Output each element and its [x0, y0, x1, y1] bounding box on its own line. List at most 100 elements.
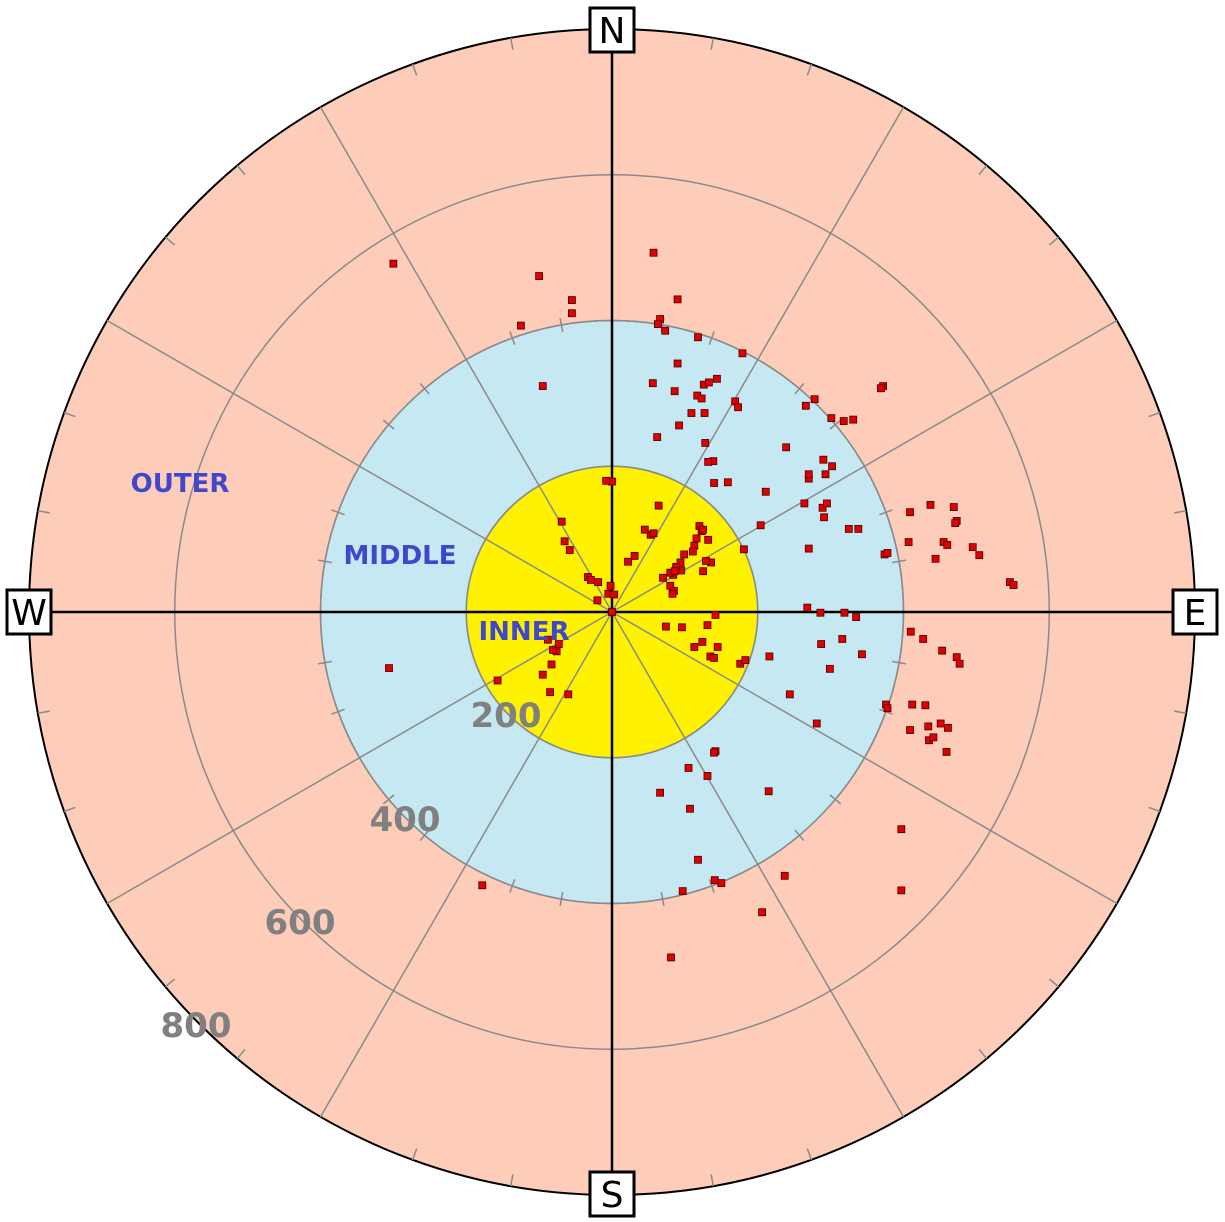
data-point — [936, 719, 945, 728]
data-point — [653, 433, 662, 442]
data-point — [705, 378, 713, 387]
tick-mark — [1174, 510, 1187, 514]
compass-letter: N — [599, 11, 626, 52]
data-point — [593, 596, 602, 605]
data-point — [692, 534, 701, 543]
tick-mark — [708, 331, 715, 345]
data-point — [897, 825, 906, 834]
tick-mark — [317, 559, 332, 564]
data-point — [687, 409, 696, 417]
tick-mark — [892, 559, 907, 564]
compass-letter: S — [601, 1175, 624, 1216]
data-point — [697, 394, 706, 403]
data-point — [684, 764, 693, 772]
data-point — [877, 384, 885, 393]
grid-spoke — [106, 319, 613, 613]
data-point — [854, 525, 863, 533]
data-point — [780, 871, 789, 880]
data-point — [741, 656, 750, 664]
data-point — [929, 733, 938, 742]
tick-mark — [331, 708, 345, 715]
compass-letter: E — [1184, 593, 1207, 634]
tick-mark — [829, 794, 842, 805]
data-point — [389, 259, 398, 268]
data-point — [703, 621, 712, 630]
data-point — [952, 653, 961, 662]
data-point — [670, 567, 679, 576]
data-point — [654, 501, 663, 510]
data-point — [568, 296, 576, 304]
data-point — [906, 726, 914, 734]
data-point — [678, 623, 686, 632]
compass-box — [5, 588, 53, 636]
ring-label-600: 600 — [265, 903, 336, 943]
data-point — [738, 349, 747, 358]
compass-box — [588, 1170, 636, 1218]
grid-spoke — [319, 611, 613, 1118]
ring-label-800: 800 — [161, 1006, 232, 1046]
data-point — [694, 333, 702, 342]
tick-mark — [510, 37, 514, 50]
data-point — [673, 359, 682, 368]
data-point — [844, 525, 853, 533]
data-point — [568, 309, 576, 318]
data-point — [648, 379, 657, 388]
tick-mark — [660, 892, 665, 907]
data-point — [906, 508, 914, 517]
compass-label-n: N — [588, 6, 636, 54]
data-point — [676, 558, 685, 567]
data-point — [740, 545, 748, 554]
data-point — [804, 470, 813, 479]
data-point — [819, 455, 828, 464]
data-point — [667, 953, 675, 962]
data-point — [630, 551, 639, 560]
data-point — [690, 643, 699, 651]
data-point — [549, 645, 557, 654]
tick-mark — [382, 794, 395, 805]
grid-spoke — [611, 611, 905, 1118]
tick-mark — [794, 829, 805, 842]
data-point — [517, 321, 525, 330]
data-point — [804, 544, 813, 553]
data-point — [711, 611, 720, 619]
tick-mark — [63, 411, 76, 418]
data-point — [906, 627, 915, 636]
data-point — [924, 722, 933, 731]
data-point — [710, 654, 718, 662]
data-point — [734, 403, 742, 412]
data-point — [785, 690, 794, 699]
data-point — [560, 537, 569, 546]
data-point — [478, 881, 487, 890]
data-point — [543, 635, 552, 644]
data-point — [713, 643, 722, 651]
compass-box — [1171, 588, 1219, 636]
data-points — [385, 248, 1018, 962]
data-point — [921, 701, 930, 710]
tick-mark — [37, 710, 50, 714]
data-point — [547, 660, 556, 669]
grid-spoke — [106, 611, 613, 905]
ring-label-400: 400 — [370, 800, 441, 840]
tick-mark — [509, 331, 516, 345]
data-point — [840, 608, 849, 617]
data-point — [782, 443, 791, 452]
tick-mark — [331, 509, 345, 516]
zone-label-inner: INNER — [479, 617, 570, 647]
grid-spoke — [611, 611, 1118, 905]
data-point — [700, 409, 709, 417]
data-point — [538, 670, 547, 679]
data-point — [649, 529, 658, 538]
data-point — [710, 748, 718, 757]
data-point — [704, 457, 713, 466]
compass-box — [588, 6, 636, 54]
data-point — [610, 590, 619, 599]
data-point — [699, 525, 707, 534]
data-point — [661, 326, 670, 335]
data-point — [758, 908, 767, 917]
data-point — [554, 640, 563, 648]
tick-mark — [559, 892, 564, 907]
tick-mark — [411, 1148, 418, 1161]
tick-mark — [892, 660, 907, 665]
tick-mark — [879, 509, 893, 516]
